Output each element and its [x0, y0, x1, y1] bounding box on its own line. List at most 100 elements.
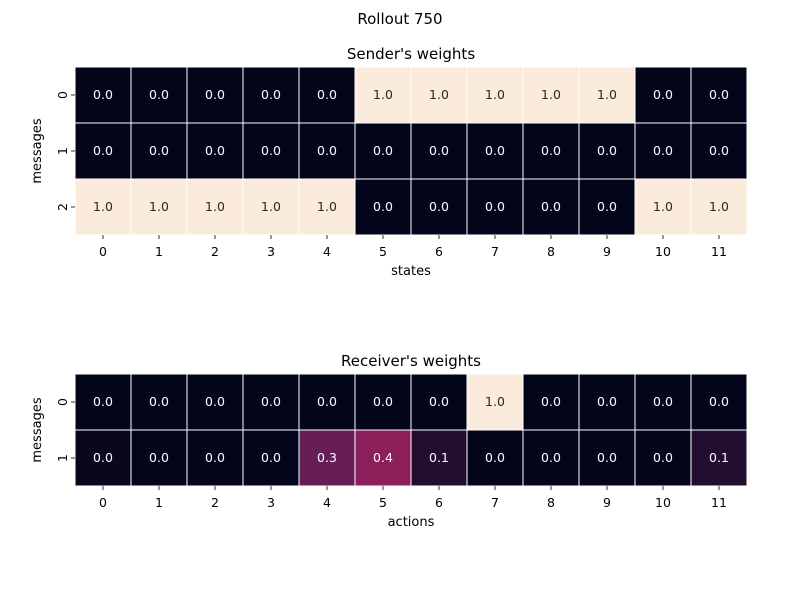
sender-cell: [690, 122, 748, 180]
sender-cell: [410, 122, 468, 180]
receiver-cell: [466, 429, 524, 487]
sender-cell-label: 0.0: [653, 143, 673, 158]
receiver-cell-label: 0.0: [485, 450, 505, 465]
sender-cell: [466, 122, 524, 180]
sender-cell-label: 1.0: [541, 87, 561, 102]
receiver-cell-label: 0.0: [205, 394, 225, 409]
sender-cell: [410, 178, 468, 236]
sender-cell-label: 0.0: [429, 143, 449, 158]
sender-cell: [298, 178, 356, 236]
sender-cell-label: 0.0: [205, 87, 225, 102]
receiver-cell: [634, 373, 692, 431]
sender-cell-label: 1.0: [597, 87, 617, 102]
sender-cell: [354, 66, 412, 124]
receiver-cell-label: 0.0: [149, 450, 169, 465]
sender-cell-label: 1.0: [317, 199, 337, 214]
receiver-x-tick-label: 8: [547, 495, 555, 510]
receiver-cell-label: 0.0: [653, 450, 673, 465]
receiver-cell: [522, 429, 580, 487]
sender-cell-label: 0.0: [597, 199, 617, 214]
receiver-cell: [186, 373, 244, 431]
sender-cell-label: 0.0: [149, 87, 169, 102]
sender-cell: [690, 66, 748, 124]
sender-cell-label: 1.0: [373, 87, 393, 102]
sender-cell-label: 0.0: [93, 143, 113, 158]
sender-cell: [74, 66, 132, 124]
receiver-y-tick-label: 1: [55, 454, 70, 462]
receiver-x-tick-label: 10: [655, 495, 671, 510]
sender-cell: [634, 122, 692, 180]
sender-cell-label: 0.0: [709, 143, 729, 158]
sender-y-axis-label: messages: [30, 118, 45, 183]
sender-cell: [466, 66, 524, 124]
receiver-cell: [130, 429, 188, 487]
sender-x-tick-label: 3: [267, 244, 275, 259]
sender-y-tick-label: 2: [55, 203, 70, 211]
sender-y-tick-label: 1: [55, 147, 70, 155]
receiver-x-tick-label: 9: [603, 495, 611, 510]
sender-cell-label: 0.0: [373, 143, 393, 158]
receiver-cell-label: 0.0: [261, 450, 281, 465]
sender-cell-label: 1.0: [709, 199, 729, 214]
sender-x-tick-label: 6: [435, 244, 443, 259]
sender-x-tick-label: 11: [711, 244, 727, 259]
receiver-cell-label: 0.0: [597, 450, 617, 465]
sender-cell-label: 1.0: [149, 199, 169, 214]
sender-cell: [186, 178, 244, 236]
sender-x-tick-label: 5: [379, 244, 387, 259]
sender-x-tick-label: 7: [491, 244, 499, 259]
sender-x-tick-label: 4: [323, 244, 331, 259]
sender-cell: [186, 66, 244, 124]
receiver-cell-label: 0.0: [653, 394, 673, 409]
sender-cell-label: 1.0: [261, 199, 281, 214]
sender-cell: [522, 122, 580, 180]
sender-cell: [690, 178, 748, 236]
sender-cell-label: 1.0: [485, 87, 505, 102]
sender-cell: [578, 122, 636, 180]
receiver-cell-label: 0.0: [373, 394, 393, 409]
receiver-cell-label: 0.0: [205, 450, 225, 465]
receiver-cell-label: 0.0: [597, 394, 617, 409]
receiver-x-axis-label: actions: [388, 515, 435, 530]
sender-x-tick-label: 2: [211, 244, 219, 259]
receiver-cell-label: 0.0: [93, 450, 113, 465]
receiver-x-tick-label: 4: [323, 495, 331, 510]
receiver-cell: [354, 429, 412, 487]
sender-cell: [354, 122, 412, 180]
sender-y-tick-label: 0: [55, 91, 70, 99]
sender-x-tick-label: 9: [603, 244, 611, 259]
sender-cell: [130, 66, 188, 124]
receiver-x-tick-label: 2: [211, 495, 219, 510]
receiver-y-tick-label: 0: [55, 398, 70, 406]
receiver-heatmap-title: Receiver's weights: [341, 352, 481, 370]
sender-cell-label: 0.0: [597, 143, 617, 158]
sender-x-tick-label: 8: [547, 244, 555, 259]
sender-cell-label: 1.0: [93, 199, 113, 214]
receiver-cell-label: 1.0: [485, 394, 505, 409]
receiver-cell-label: 0.1: [709, 450, 729, 465]
receiver-cell: [298, 373, 356, 431]
sender-cell-label: 0.0: [709, 87, 729, 102]
receiver-x-tick-label: 11: [711, 495, 727, 510]
sender-x-axis-label: states: [391, 264, 431, 279]
receiver-cell: [578, 429, 636, 487]
receiver-cell: [298, 429, 356, 487]
receiver-cell-label: 0.4: [373, 450, 393, 465]
sender-cell-label: 0.0: [485, 143, 505, 158]
sender-cell-label: 0.0: [205, 143, 225, 158]
sender-cell-label: 1.0: [429, 87, 449, 102]
sender-x-tick-label: 0: [99, 244, 107, 259]
receiver-cell: [522, 373, 580, 431]
sender-cell-label: 0.0: [653, 87, 673, 102]
sender-cell: [130, 122, 188, 180]
sender-cell: [578, 66, 636, 124]
receiver-cell-label: 0.0: [261, 394, 281, 409]
receiver-cell: [242, 429, 300, 487]
receiver-cell: [186, 429, 244, 487]
receiver-cell-label: 0.0: [317, 394, 337, 409]
receiver-x-tick-label: 3: [267, 495, 275, 510]
receiver-x-tick-label: 0: [99, 495, 107, 510]
sender-cell-label: 0.0: [93, 87, 113, 102]
figure-title: Rollout 750: [357, 10, 442, 28]
